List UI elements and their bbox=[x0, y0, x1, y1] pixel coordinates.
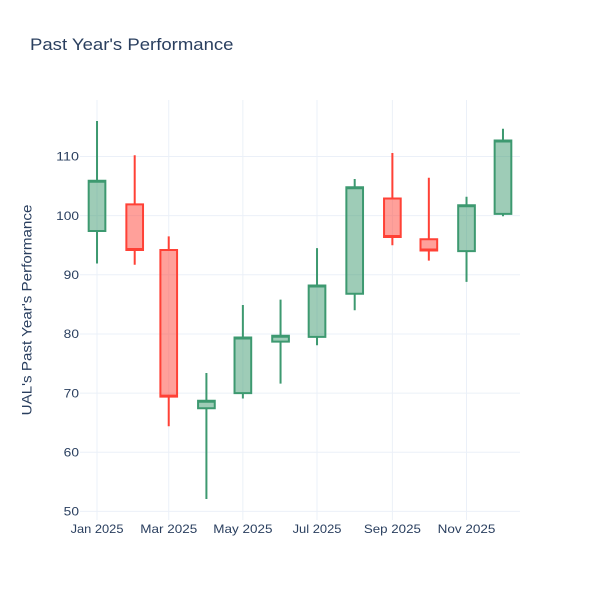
svg-text:110: 110 bbox=[56, 150, 79, 164]
svg-text:50: 50 bbox=[64, 505, 80, 519]
svg-text:60: 60 bbox=[64, 445, 80, 459]
svg-text:70: 70 bbox=[64, 386, 80, 400]
svg-text:Jan 2025: Jan 2025 bbox=[71, 522, 124, 536]
svg-text:Sep 2025: Sep 2025 bbox=[364, 522, 421, 536]
svg-text:100: 100 bbox=[56, 209, 79, 223]
svg-text:Past Year's Performance: Past Year's Performance bbox=[30, 35, 234, 54]
svg-text:Nov 2025: Nov 2025 bbox=[438, 522, 496, 536]
svg-text:UAL's Past Year's Performance: UAL's Past Year's Performance bbox=[19, 204, 35, 415]
svg-text:80: 80 bbox=[64, 327, 80, 341]
svg-text:May 2025: May 2025 bbox=[213, 522, 273, 536]
svg-text:Jul 2025: Jul 2025 bbox=[293, 522, 342, 536]
svg-text:Mar 2025: Mar 2025 bbox=[140, 522, 197, 536]
svg-text:90: 90 bbox=[64, 268, 80, 282]
